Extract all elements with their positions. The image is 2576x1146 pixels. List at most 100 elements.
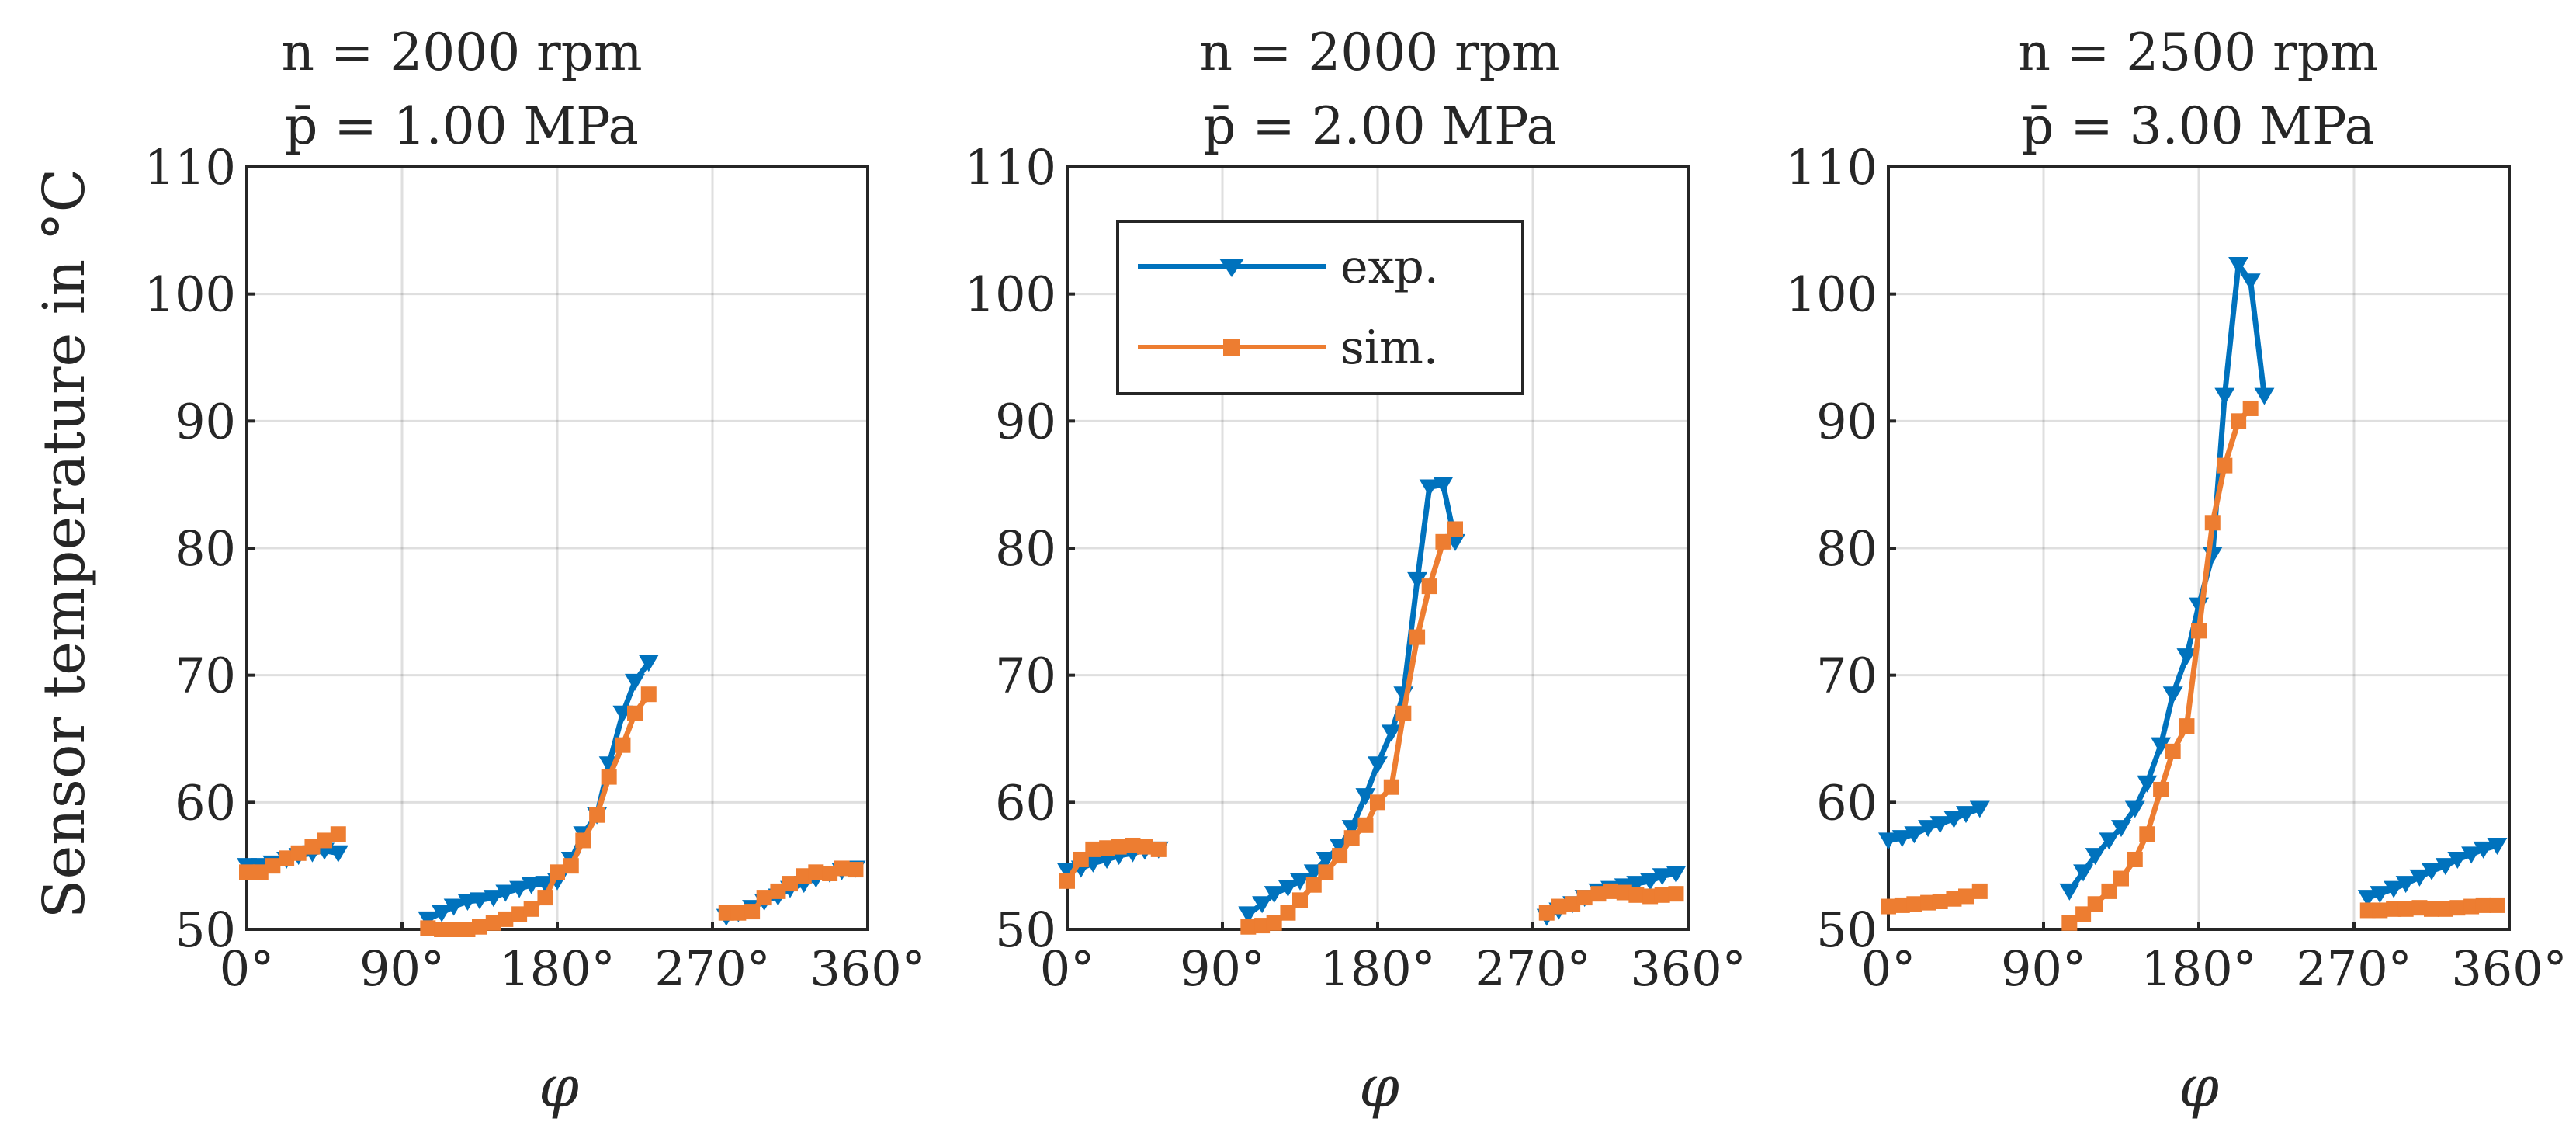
y-tick-label: 70: [1816, 648, 1877, 704]
x-tick-label: 90°: [2001, 940, 2086, 997]
data-point: [2075, 906, 2092, 922]
data-point: [418, 911, 439, 929]
data-point: [575, 832, 591, 849]
data-point: [2240, 273, 2261, 291]
data-point: [2463, 898, 2480, 915]
data-point: [1370, 794, 1385, 811]
x-tick-label: 270°: [2296, 940, 2411, 997]
data-point: [1409, 629, 1426, 645]
series-exp: [1878, 257, 2508, 908]
data-point: [1357, 817, 1374, 833]
data-point: [2475, 897, 2491, 913]
data-point: [1316, 851, 1337, 869]
data-point: [1318, 864, 1334, 880]
data-point: [1407, 571, 1428, 589]
data-point: [1099, 840, 1115, 856]
data-point: [1881, 898, 1896, 915]
data-point: [2113, 870, 2129, 887]
data-point: [1929, 816, 1950, 834]
data-point: [1252, 896, 1273, 914]
data-point: [1906, 896, 1922, 912]
data-point: [1603, 883, 1618, 899]
data-point: [1666, 865, 1687, 883]
data-point: [2395, 876, 2416, 894]
data-point: [1381, 724, 1402, 742]
data-point: [432, 905, 452, 922]
data-point: [495, 884, 516, 902]
y-tick-label: 100: [965, 266, 1056, 323]
data-point: [1240, 919, 1257, 935]
data-point: [239, 864, 255, 880]
data-point: [252, 864, 269, 880]
data-point: [1565, 896, 1581, 912]
data-point: [279, 850, 295, 866]
x-tick-label: 0°: [1861, 940, 1916, 997]
data-point: [2242, 400, 2259, 416]
data-point: [443, 898, 464, 916]
data-point: [1150, 841, 1167, 857]
data-point: [498, 911, 514, 927]
data-point: [2101, 883, 2117, 899]
series-layer: [237, 655, 866, 937]
data-point: [730, 905, 747, 921]
data-point: [2217, 457, 2233, 474]
panel-title-line-1: n = 2000 rpm: [281, 23, 642, 82]
data-point: [808, 864, 824, 880]
x-axis-label: φ: [1359, 1054, 1399, 1120]
tick-labels: 0° 90° 180° 270° 360° 50 60 70 80 90 100 110: [1786, 139, 2567, 997]
data-point: [2437, 901, 2453, 917]
y-tick-label: 70: [175, 648, 236, 704]
x-tick-label: 90°: [1180, 940, 1265, 997]
data-point: [1447, 521, 1463, 537]
data-point: [2153, 781, 2169, 797]
data-point: [472, 919, 487, 935]
data-point: [1059, 873, 1075, 889]
data-point: [470, 892, 490, 910]
data-point: [1971, 883, 1988, 899]
series-sim: [1059, 521, 1684, 935]
data-point: [744, 904, 761, 920]
data-point: [563, 858, 579, 874]
data-point: [521, 877, 542, 894]
data-point: [330, 826, 346, 842]
data-point: [1097, 851, 1118, 869]
data-point: [1918, 820, 1939, 838]
data-point: [1551, 898, 1567, 915]
x-tick-label: 0°: [1040, 940, 1094, 997]
data-point: [446, 922, 462, 937]
x-tick-label: 180°: [2141, 940, 2256, 997]
y-tick-label: 80: [175, 520, 236, 577]
data-point: [535, 876, 556, 894]
data-point: [1137, 839, 1153, 855]
data-point: [2386, 901, 2402, 917]
x-tick-label: 180°: [1319, 940, 1435, 997]
data-point: [2397, 901, 2414, 917]
data-point: [2099, 832, 2120, 850]
data-point: [1057, 863, 1077, 880]
data-point: [1085, 841, 1101, 857]
data-point: [1894, 897, 1910, 913]
data-point: [1419, 479, 1440, 497]
chart-panel-1: n = 2000 rpm p̄ = 1.00 MPa Sensor temper…: [31, 23, 926, 1120]
data-point: [1640, 873, 1661, 891]
data-point: [2214, 387, 2235, 405]
data-point: [848, 862, 864, 878]
data-point: [589, 807, 605, 823]
x-tick-label: 90°: [359, 940, 445, 997]
data-point: [1280, 905, 1296, 921]
data-point: [434, 922, 450, 937]
x-tick-label: 180°: [499, 940, 615, 997]
y-tick-label: 80: [1816, 520, 1877, 577]
data-point: [2176, 648, 2197, 666]
data-point: [756, 890, 772, 906]
data-point: [483, 890, 504, 908]
data-point: [2124, 800, 2145, 818]
legend: exp. sim.: [1116, 220, 1524, 395]
data-point: [2473, 841, 2494, 859]
y-tick-label: 50: [1816, 901, 1877, 958]
data-point: [1421, 578, 1437, 595]
panel-title-line-2: p̄ = 1.00 MPa: [285, 96, 639, 156]
x-tick-label: 360°: [1630, 940, 1746, 997]
data-point: [2191, 623, 2207, 639]
